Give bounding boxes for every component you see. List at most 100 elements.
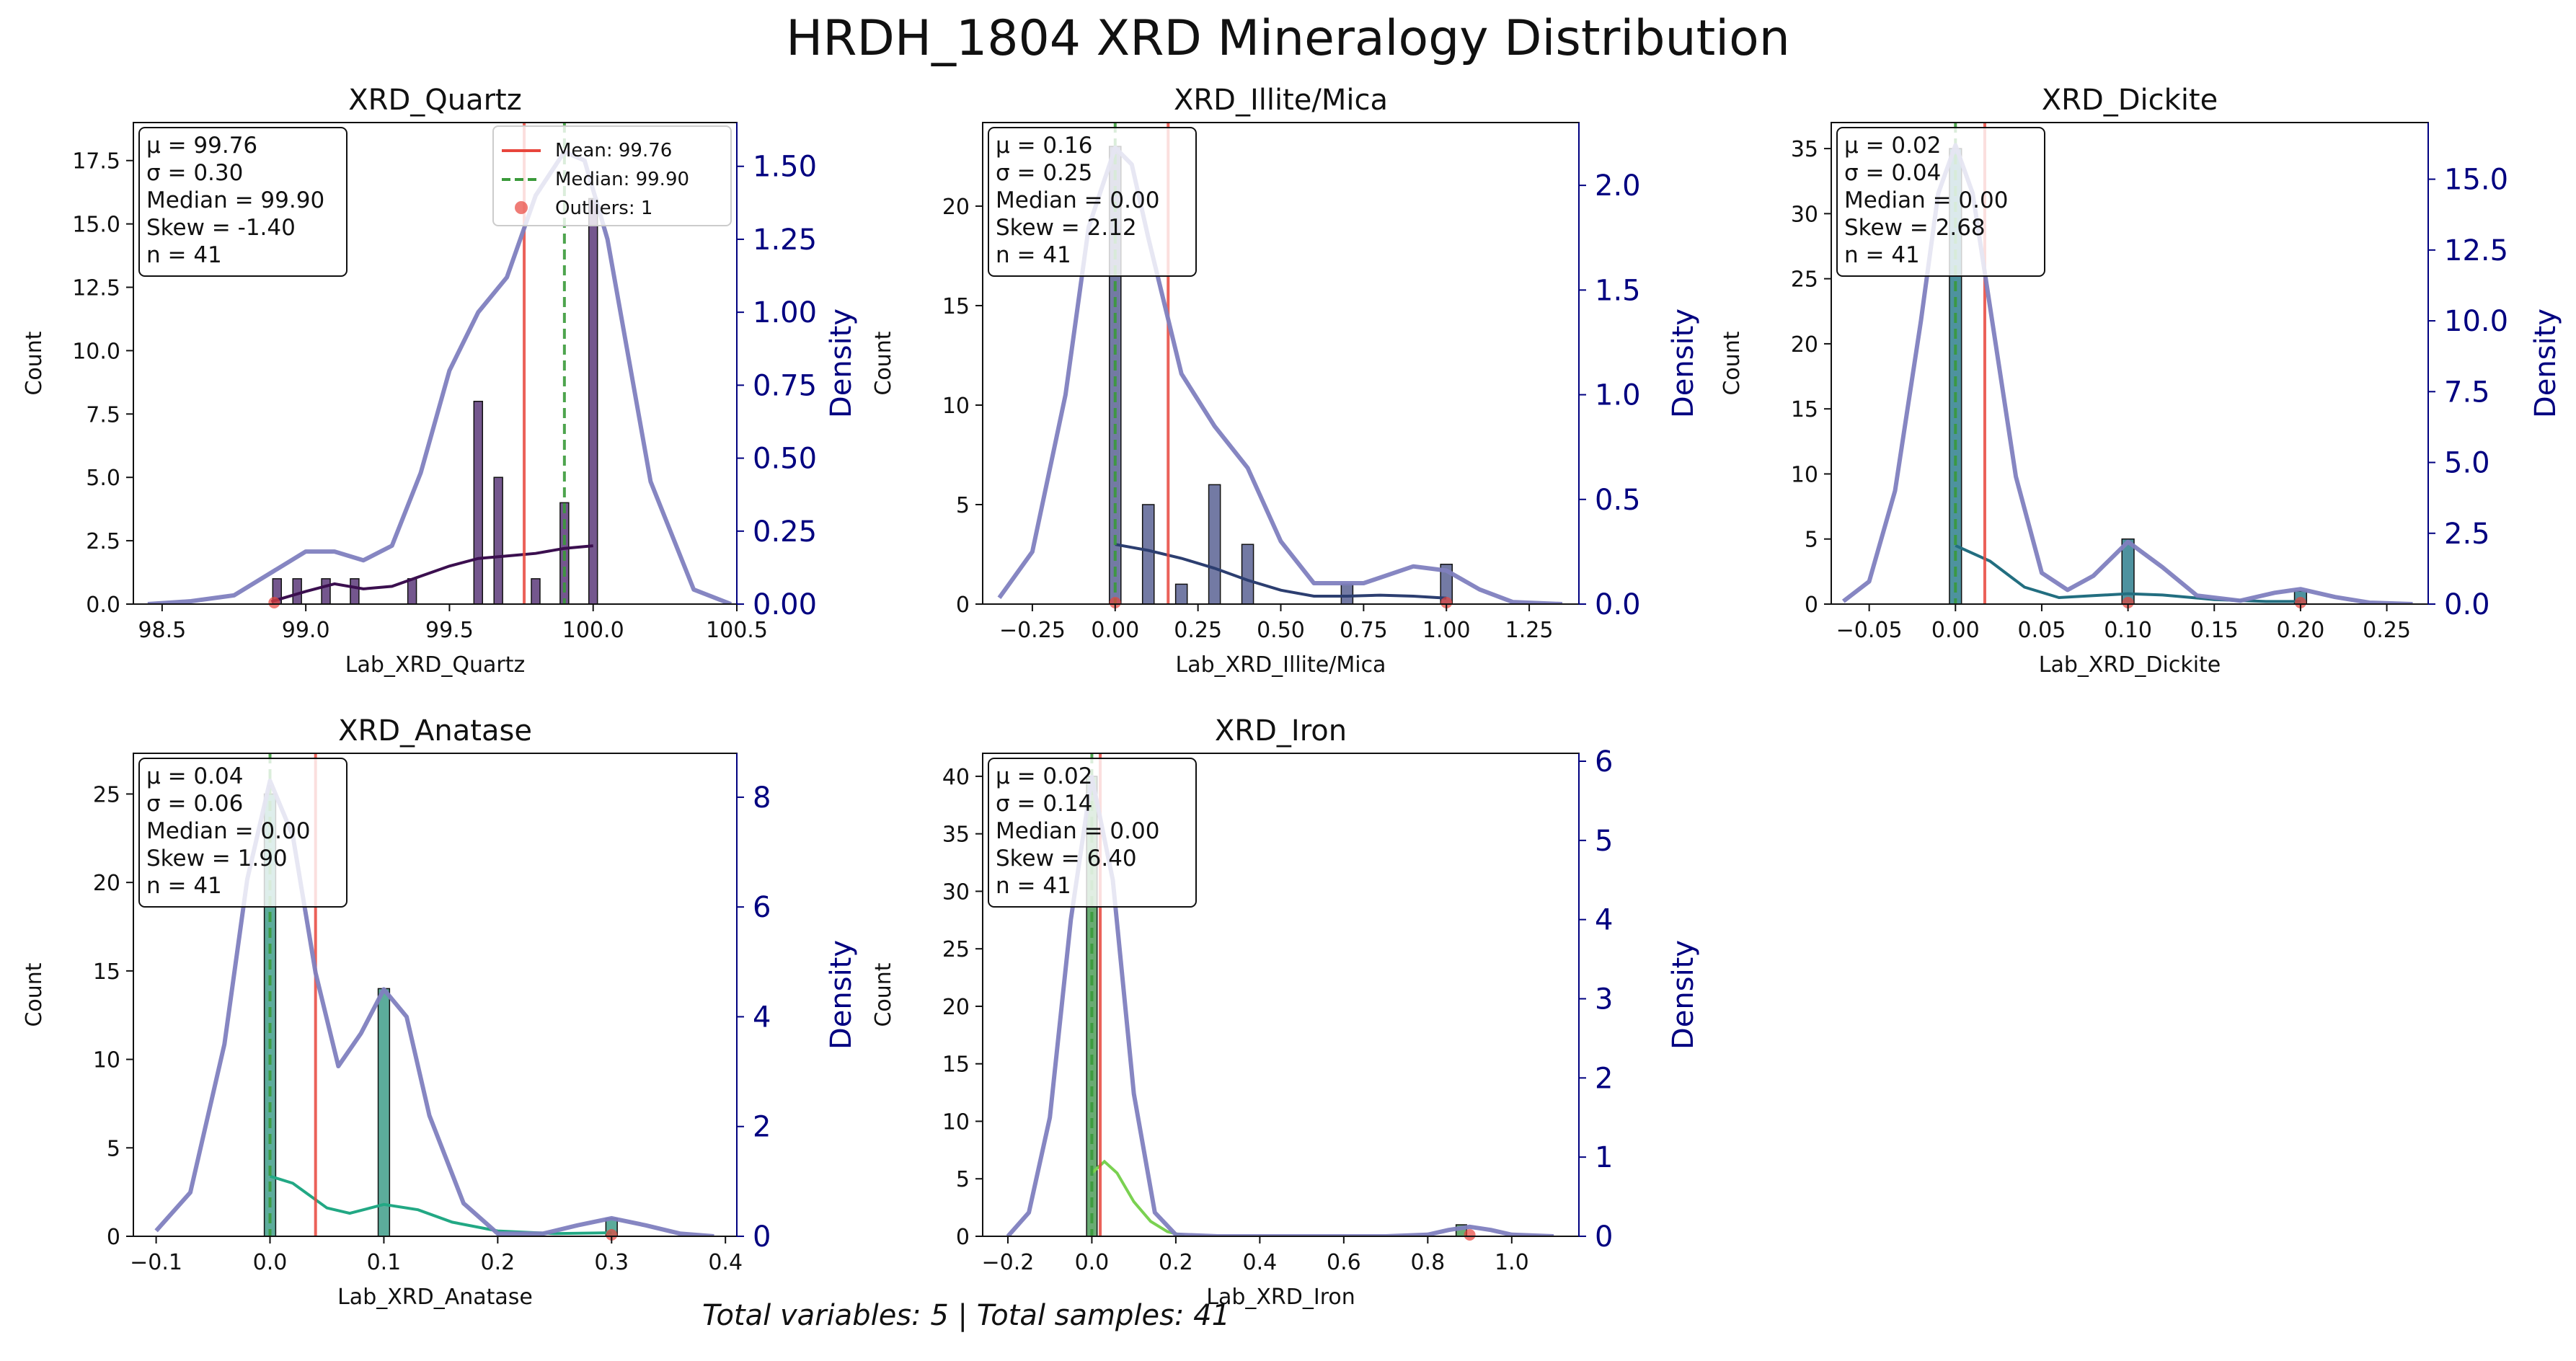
- legend-mean-label: Mean: 99.76: [555, 140, 672, 161]
- x-tick-label: 100.0: [562, 618, 624, 643]
- histogram-bar: [350, 578, 360, 604]
- x-tick-label: 100.5: [706, 618, 768, 643]
- x-tick-label: 1.25: [1505, 618, 1554, 643]
- y-tick-label: 20: [942, 995, 970, 1020]
- legend-box: [492, 125, 732, 226]
- density-tick-label: 1.25: [753, 223, 817, 257]
- y-axis-label: Count: [22, 962, 47, 1027]
- legend-outliers-label: Outliers: 1: [555, 198, 652, 219]
- histogram-bar: [1141, 504, 1155, 604]
- y-tick-label: 35: [942, 823, 970, 848]
- density-kde-curve: [147, 149, 732, 604]
- density-tick-label: 2: [753, 1111, 771, 1144]
- density-tick-label: 5.0: [2444, 447, 2490, 480]
- x-tick-label: 1.0: [1495, 1250, 1529, 1275]
- stats-line: σ = 0.04: [1844, 160, 1941, 186]
- stats-box: [988, 127, 1197, 277]
- x-tick-label: −0.1: [130, 1250, 182, 1275]
- stats-line: Skew = 2.12: [996, 215, 1137, 241]
- histogram-bar: [407, 578, 417, 604]
- density-tick-label: 6: [1595, 745, 1613, 779]
- density-tick-label: 7.5: [2444, 376, 2490, 409]
- outlier-point: [2122, 597, 2134, 608]
- y-axis-label: Count: [22, 331, 47, 395]
- y-tick-label: 5: [956, 493, 970, 518]
- stats-line: μ = 0.16: [996, 133, 1092, 159]
- panel-title: XRD_Iron: [1215, 714, 1347, 748]
- y-tick-label: 25: [1791, 267, 1818, 293]
- stats-line: σ = 0.14: [996, 791, 1092, 817]
- y-tick-label: 5.0: [86, 466, 120, 491]
- density-tick-label: 1.0: [1595, 379, 1641, 412]
- panel-xrd-dickite: −0.05 0.00 0.05 0.10 0.15 0.20 0.25 0 5 10 15 20 25 3…: [1719, 84, 2562, 678]
- stats-line: μ = 99.76: [146, 133, 257, 159]
- y-axis-label: Count: [1719, 331, 1745, 395]
- y-tick-label: 25: [942, 937, 970, 962]
- density-axis-label: Density: [825, 940, 858, 1050]
- stats-line: n = 41: [996, 873, 1071, 899]
- y-tick-label: 20: [1791, 332, 1818, 358]
- x-tick-label: 0.25: [2363, 618, 2411, 643]
- x-tick-label: 99.5: [425, 618, 474, 643]
- density-kde-curve: [1006, 775, 1554, 1236]
- density-tick-label: 1.00: [753, 296, 817, 329]
- legend-outlier-swatch: [515, 201, 528, 214]
- x-tick-label: 0.20: [2277, 618, 2325, 643]
- histogram-bar: [1241, 544, 1254, 604]
- panel-xrd-anatase: −0.1 0.0 0.1 0.2 0.3 0.4 0 5 10 15 20 25 0 2 4 6 8 XRD_An…: [22, 714, 858, 1310]
- panel-title: XRD_Illite/Mica: [1174, 84, 1388, 117]
- histogram-bar: [1174, 583, 1188, 604]
- stats-line: σ = 0.25: [996, 160, 1092, 186]
- outlier-point: [268, 597, 280, 608]
- count-kde-curve: [1091, 1159, 1185, 1236]
- footer-summary: Total variables: 5 | Total samples: 41: [701, 1299, 1231, 1332]
- density-tick-label: 4: [753, 1001, 771, 1034]
- density-axis-label: Density: [825, 309, 858, 418]
- histogram-bar: [531, 578, 541, 604]
- x-tick-label: 0.25: [1174, 618, 1222, 643]
- histogram-bar: [1208, 484, 1221, 604]
- x-axis-label: Lab_XRD_Iron: [1206, 1285, 1355, 1310]
- figure-title: HRDH_1804 XRD Mineralogy Distribution: [786, 10, 1790, 67]
- density-tick-label: 0.50: [753, 443, 817, 476]
- x-tick-label: 0.05: [2018, 618, 2066, 643]
- stats-line: μ = 0.02: [996, 763, 1092, 789]
- y-tick-label: 0: [1805, 593, 1818, 618]
- density-tick-label: 0.00: [753, 588, 817, 621]
- density-tick-label: 0.5: [1595, 484, 1641, 517]
- stats-line: Skew = -1.40: [146, 215, 296, 241]
- x-tick-label: 0.50: [1257, 618, 1305, 643]
- y-tick-label: 20: [942, 195, 970, 220]
- y-tick-label: 15: [1791, 397, 1818, 422]
- y-tick-label: 10: [93, 1048, 120, 1073]
- y-tick-label: 10: [1791, 462, 1818, 487]
- stats-line: Median = 0.00: [996, 818, 1159, 844]
- stats-line: Skew = 6.40: [996, 846, 1137, 872]
- y-tick-label: 2.5: [86, 529, 120, 554]
- density-tick-label: 1.5: [1595, 274, 1641, 307]
- y-tick-label: 17.5: [72, 149, 120, 174]
- outlier-point: [2294, 597, 2306, 608]
- stats-line: n = 41: [1844, 242, 1920, 268]
- x-tick-label: 0.4: [708, 1250, 743, 1275]
- x-tick-label: 99.0: [282, 618, 330, 643]
- x-tick-label: 0.3: [594, 1250, 629, 1275]
- panel-title: XRD_Quartz: [348, 84, 521, 117]
- outlier-point: [1440, 597, 1453, 608]
- stats-box: [138, 758, 348, 908]
- y-tick-label: 35: [1791, 137, 1818, 162]
- x-tick-label: 0.15: [2190, 618, 2239, 643]
- stats-line: μ = 0.04: [146, 763, 243, 789]
- x-tick-label: 0.6: [1327, 1250, 1361, 1275]
- y-tick-label: 10: [942, 394, 970, 419]
- panel-title: XRD_Dickite: [2042, 84, 2218, 117]
- histogram-bar: [377, 988, 391, 1236]
- density-axis-label: Density: [1667, 940, 1700, 1050]
- y-tick-label: 0.0: [86, 593, 120, 618]
- histogram-bar: [292, 578, 302, 604]
- y-tick-label: 15: [942, 294, 970, 319]
- x-axis-label: Lab_XRD_Dickite: [2039, 652, 2221, 678]
- stats-line: Skew = 2.68: [1844, 215, 1986, 241]
- histogram-bar: [588, 198, 598, 604]
